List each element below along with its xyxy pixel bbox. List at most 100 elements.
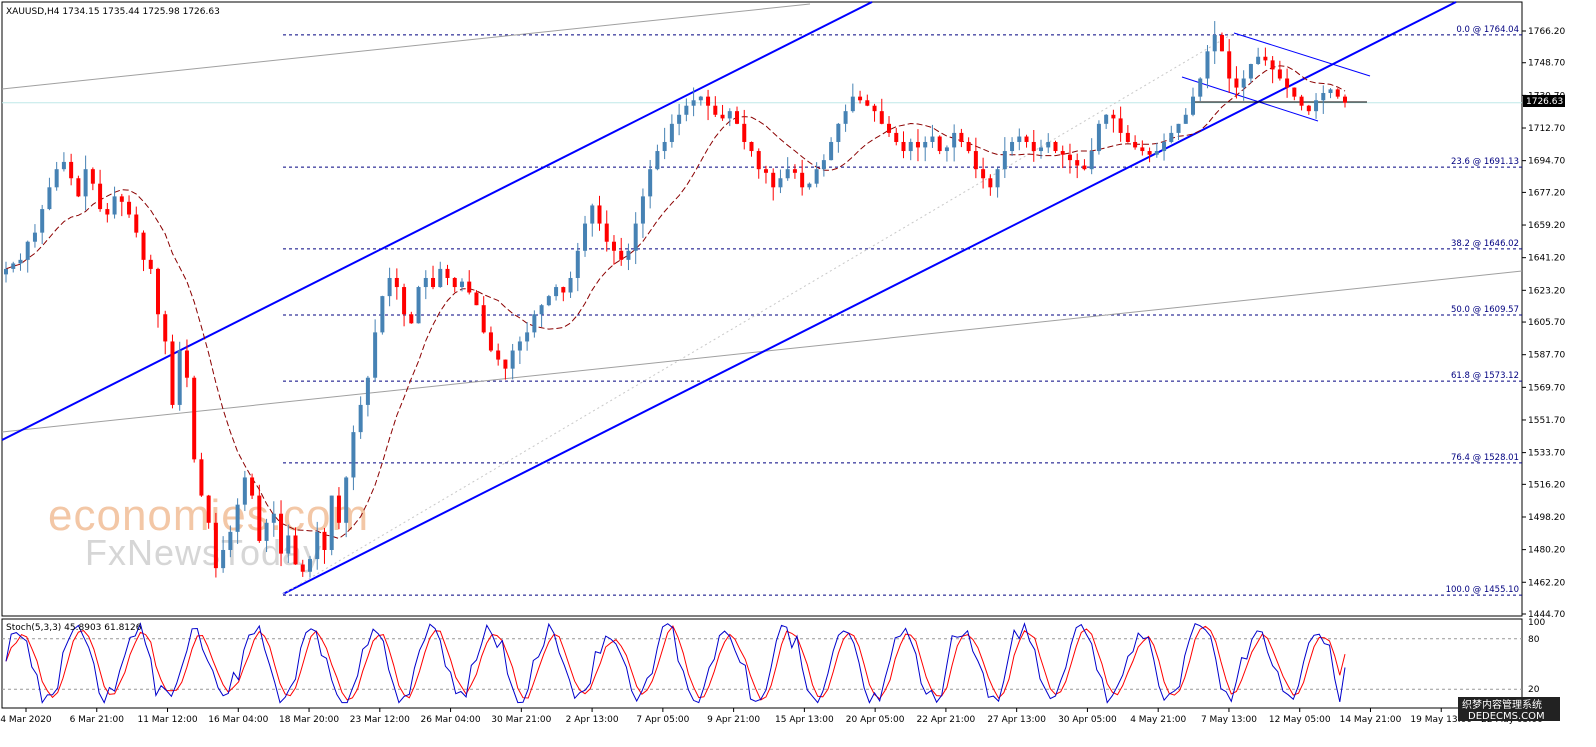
candle-body bbox=[235, 504, 240, 532]
candle-body bbox=[1321, 93, 1326, 101]
candle-body bbox=[597, 205, 602, 224]
candle-body bbox=[546, 296, 551, 306]
candle-body bbox=[402, 287, 407, 315]
candle-body bbox=[1002, 151, 1007, 170]
candle-body bbox=[1075, 160, 1080, 166]
candle-body bbox=[655, 151, 660, 170]
pennant-lower-line bbox=[1181, 76, 1319, 122]
fibonacci-layer: 0.0 @ 1764.04 23.6 @ 1691.13 38.2 @ 1646.0… bbox=[2, 25, 1522, 596]
symbol-header: XAUUSD,H4 1734.15 1735.44 1725.98 1726.6… bbox=[6, 7, 220, 17]
candle-body bbox=[611, 241, 616, 251]
candle-body bbox=[40, 209, 45, 233]
time-tick-label: 4 Mar 2020 bbox=[0, 715, 52, 725]
candle-body bbox=[474, 292, 479, 306]
candle-body bbox=[18, 259, 23, 264]
candle-body bbox=[894, 132, 899, 142]
candle-body bbox=[662, 141, 667, 152]
candle-body bbox=[633, 223, 638, 251]
candle-body bbox=[554, 287, 559, 297]
candle-body bbox=[134, 214, 139, 233]
candle-layer bbox=[4, 21, 1347, 578]
candle-body bbox=[112, 196, 117, 215]
candle-body bbox=[756, 151, 761, 170]
candle-body bbox=[640, 196, 645, 224]
price-tick-label: 1516.20 bbox=[1528, 480, 1565, 490]
time-tick-label: 20 Apr 05:00 bbox=[846, 715, 905, 725]
candle-body bbox=[1191, 96, 1196, 115]
corner-logo: 织梦内容管理系统 DEDECMS.COM bbox=[1458, 697, 1560, 722]
candle-body bbox=[1154, 151, 1159, 155]
candle-body bbox=[525, 332, 530, 342]
time-tick-label: 6 Mar 21:00 bbox=[70, 715, 125, 725]
candle-body bbox=[351, 432, 356, 478]
candle-body bbox=[872, 105, 877, 112]
fib-level-label: 38.2 @ 1646.02 bbox=[1451, 239, 1519, 249]
candle-body bbox=[973, 151, 978, 170]
candle-body bbox=[1169, 132, 1174, 142]
candle-body bbox=[879, 111, 884, 124]
candle-body bbox=[1277, 69, 1282, 79]
trendline-layer bbox=[1, 1, 1523, 595]
current-price-marker: 1726.63 bbox=[1523, 95, 1565, 107]
candle-body bbox=[1140, 147, 1145, 152]
candle-body bbox=[423, 277, 428, 288]
candle-body bbox=[98, 183, 103, 210]
price-tick-label: 1659.20 bbox=[1528, 221, 1565, 231]
candle-body bbox=[1024, 136, 1029, 142]
candle-body bbox=[915, 141, 920, 148]
time-tick-label: 15 Apr 13:00 bbox=[775, 715, 834, 725]
price-tick-label: 1748.70 bbox=[1528, 59, 1565, 69]
candle-body bbox=[1256, 56, 1261, 65]
candle-body bbox=[488, 332, 493, 351]
fib-anchor-line bbox=[282, 32, 1235, 595]
candle-body bbox=[438, 268, 443, 288]
candle-body bbox=[1010, 141, 1015, 152]
candle-body bbox=[452, 277, 457, 288]
price-tick-label: 1444.70 bbox=[1528, 610, 1565, 620]
candle-body bbox=[1219, 34, 1224, 52]
candle-body bbox=[119, 196, 124, 202]
candle-body bbox=[952, 132, 957, 148]
candle-body bbox=[329, 495, 334, 550]
price-tick-label: 1480.20 bbox=[1528, 546, 1565, 556]
candle-body bbox=[90, 169, 95, 184]
candle-body bbox=[394, 277, 399, 288]
candle-body bbox=[199, 459, 204, 496]
candle-body bbox=[735, 111, 740, 124]
candle-body bbox=[69, 161, 74, 179]
candle-body bbox=[749, 141, 754, 152]
candle-body bbox=[496, 350, 501, 360]
candle-body bbox=[1067, 154, 1072, 161]
candle-body bbox=[843, 111, 848, 124]
time-tick-label: 22 Apr 21:00 bbox=[917, 715, 976, 725]
time-tick-label: 7 Apr 05:00 bbox=[636, 715, 689, 725]
candle-body bbox=[1234, 78, 1239, 88]
candle-body bbox=[778, 178, 783, 188]
candle-body bbox=[467, 281, 472, 293]
candle-body bbox=[575, 250, 580, 278]
current-price-label: 1726.63 bbox=[1526, 97, 1563, 107]
candle-body bbox=[170, 341, 175, 405]
candle-body bbox=[807, 183, 812, 188]
candle-body bbox=[416, 287, 421, 324]
fib-level-label: 50.0 @ 1609.57 bbox=[1451, 305, 1519, 315]
candle-body bbox=[706, 96, 711, 106]
candle-body bbox=[850, 96, 855, 112]
candle-body bbox=[431, 277, 436, 288]
candle-body bbox=[1328, 89, 1333, 94]
candle-body bbox=[1335, 89, 1340, 97]
candle-body bbox=[713, 105, 718, 115]
candle-body bbox=[4, 268, 8, 275]
candle-body bbox=[271, 513, 276, 523]
moving-average-layer bbox=[5, 65, 1346, 540]
candle-body bbox=[1306, 105, 1311, 112]
price-panel bbox=[1, 1, 1523, 617]
candle-body bbox=[279, 513, 284, 554]
price-tick-label: 1533.70 bbox=[1528, 449, 1565, 459]
price-tick-label: 1712.70 bbox=[1528, 124, 1565, 134]
price-tick-label: 1677.20 bbox=[1528, 188, 1565, 198]
candle-body bbox=[1292, 87, 1297, 97]
time-tick-label: 19 May 13:00 bbox=[1410, 715, 1472, 725]
corner-logo-line2: DEDECMS.COM bbox=[1468, 711, 1545, 722]
